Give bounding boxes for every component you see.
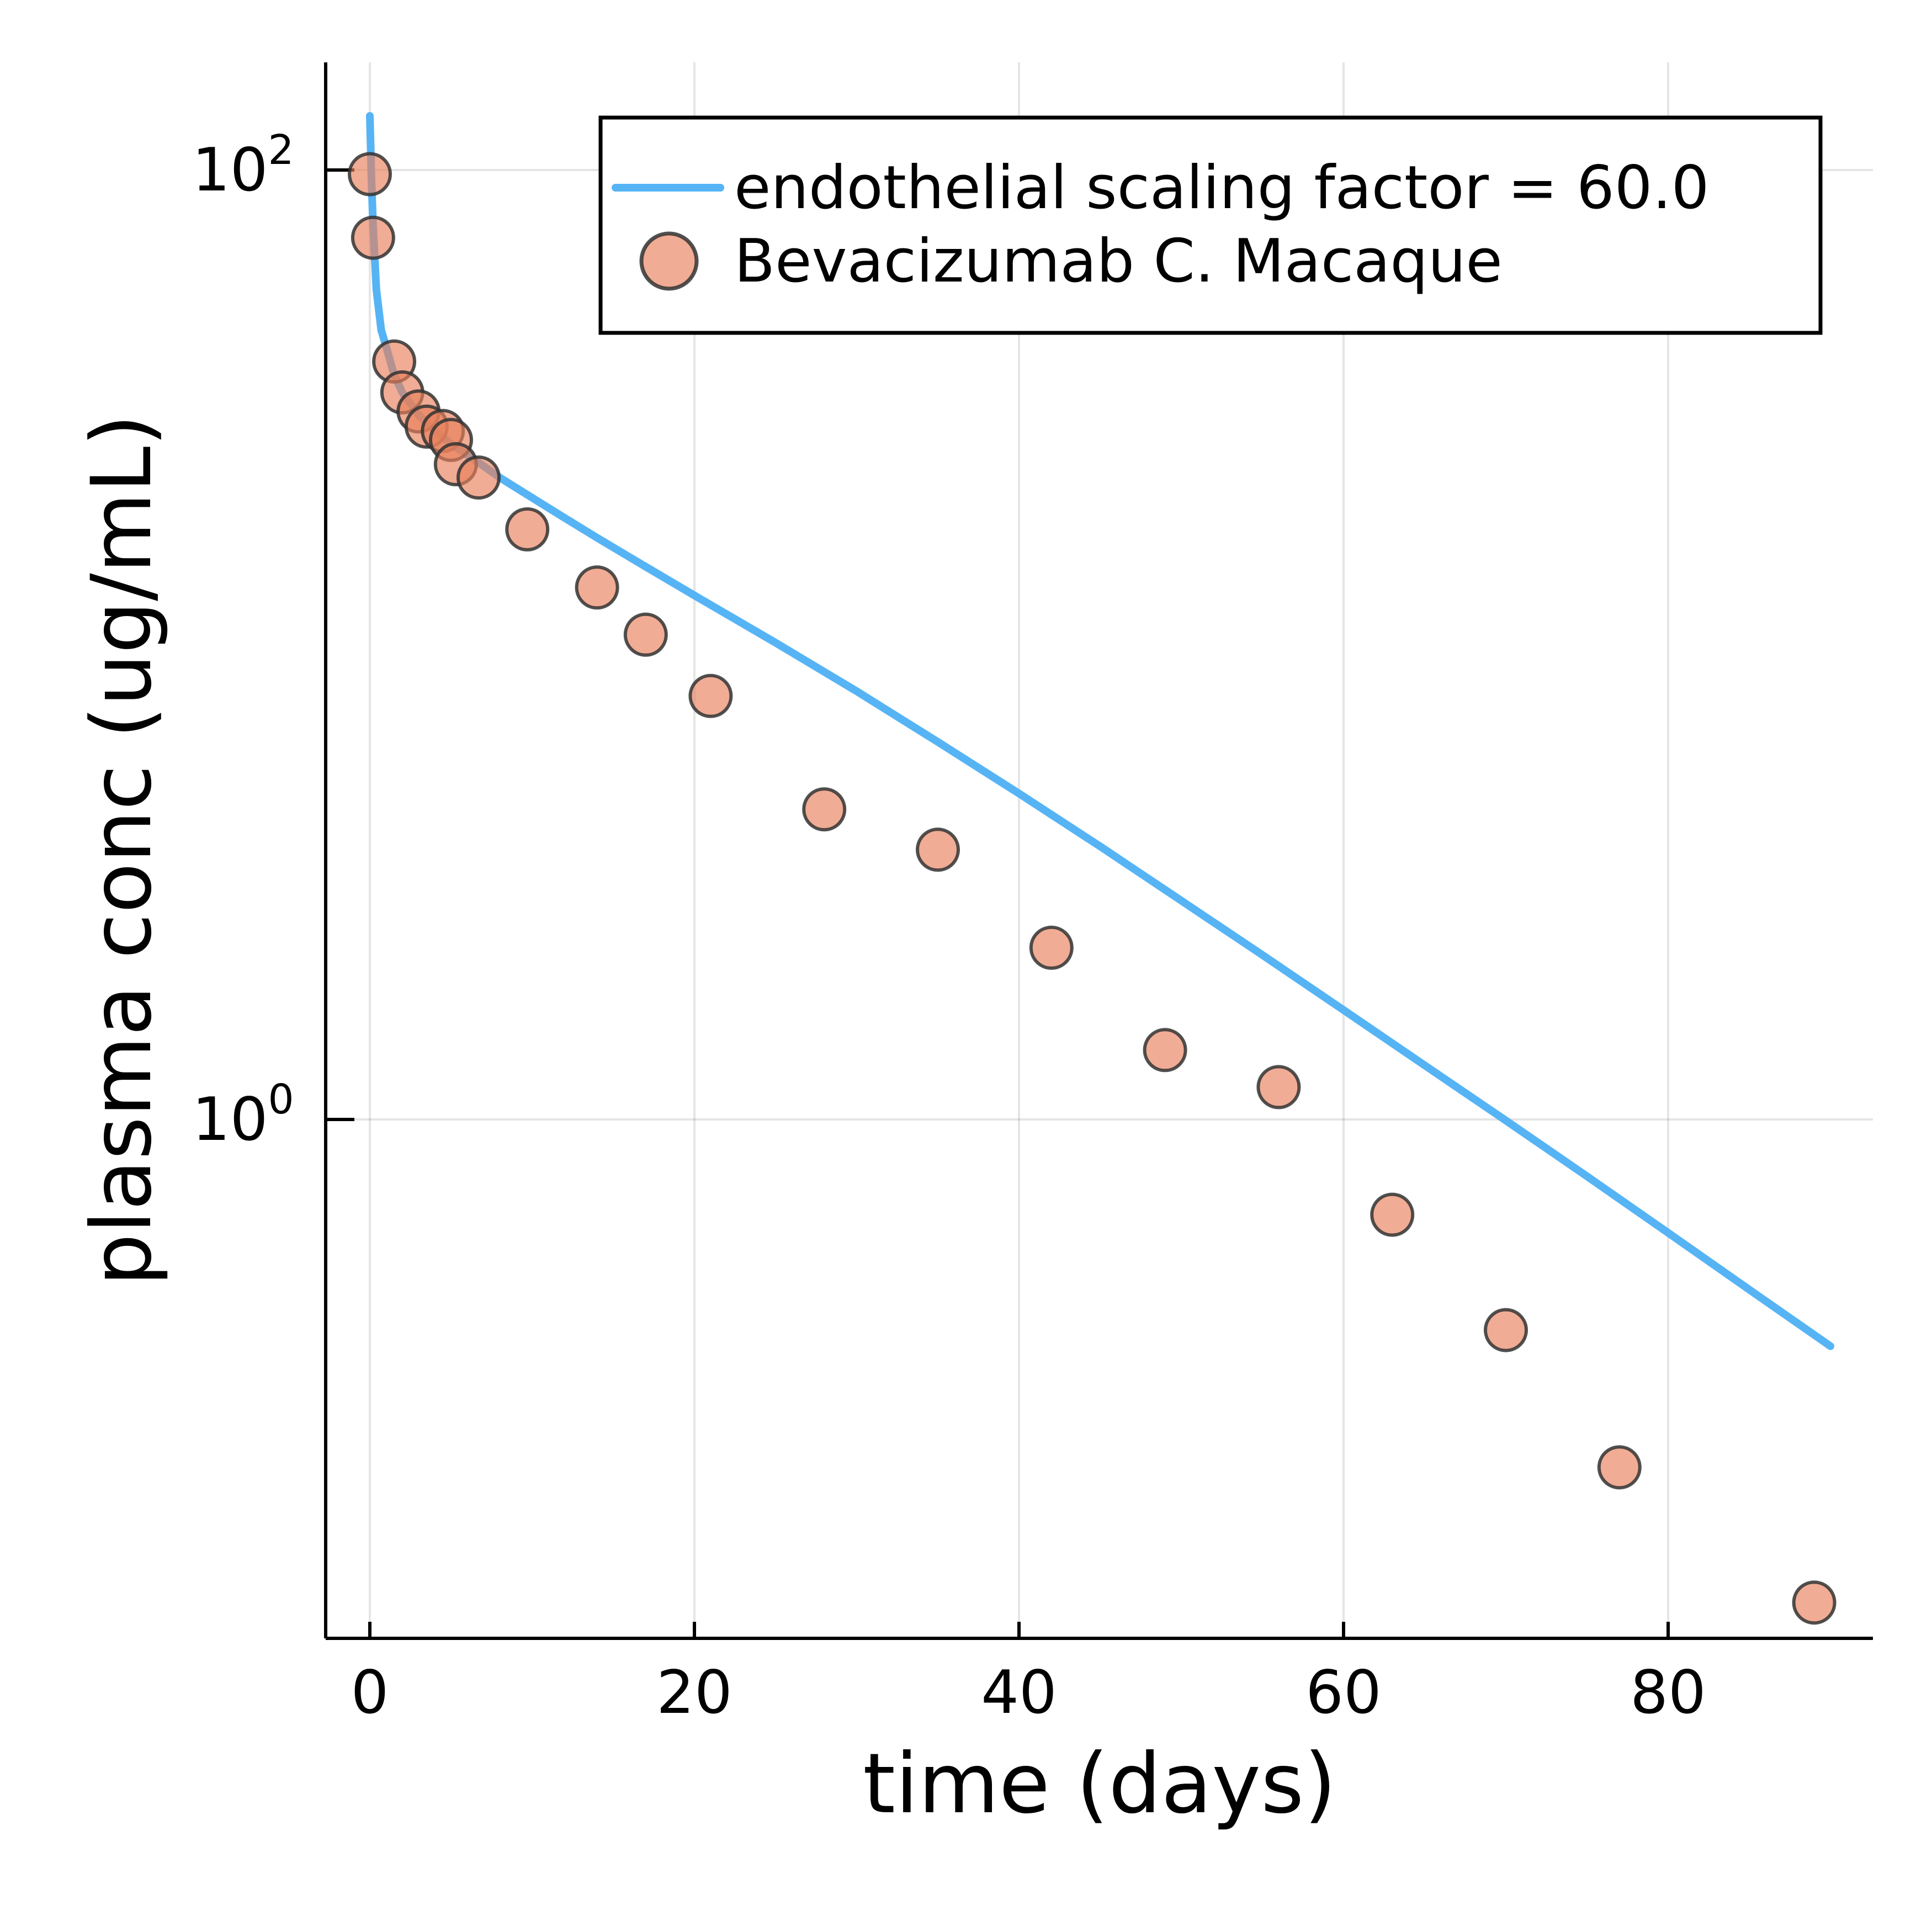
data-point	[1256, 1065, 1301, 1110]
data-point	[1597, 1445, 1642, 1490]
y-tick-exponent: 2	[268, 126, 294, 174]
data-point	[623, 612, 668, 657]
x-tick-label: 40	[981, 1658, 1057, 1727]
data-point	[802, 787, 847, 832]
legend-marker-swatch	[639, 231, 699, 291]
x-axis-label: time (days)	[863, 1736, 1336, 1832]
legend: endothelial scaling factor = 60.0 Bevaci…	[598, 115, 1823, 335]
data-point	[1484, 1308, 1528, 1352]
x-tick-label: 60	[1305, 1658, 1381, 1727]
data-point	[688, 673, 733, 718]
x-tick-label: 80	[1630, 1658, 1706, 1727]
series	[348, 112, 1837, 1625]
legend-label-model: endothelial scaling factor = 60.0	[734, 153, 1710, 222]
data-point	[575, 565, 619, 610]
legend-box	[598, 115, 1823, 335]
legend-label-data: Bevacizumab C. Macaque	[734, 227, 1503, 296]
y-tick-label: 102	[192, 126, 294, 205]
data-point	[1143, 1028, 1187, 1073]
model-curve	[366, 112, 1834, 1350]
y-tick-label: 100	[192, 1076, 294, 1154]
data-point	[505, 507, 550, 551]
y-tick-base: 10	[192, 136, 268, 205]
data-point	[1029, 925, 1074, 970]
x-tick-label: 20	[656, 1658, 732, 1727]
data-point	[457, 455, 501, 500]
y-tick-exponent: 0	[268, 1076, 294, 1123]
y-axis-label: plasma conc (ug/mL)	[74, 414, 170, 1286]
data-point	[348, 152, 392, 197]
data-point	[1370, 1192, 1415, 1237]
data-point	[351, 215, 395, 260]
x-tick-label: 0	[351, 1658, 389, 1727]
axes	[324, 62, 1873, 1640]
y-tick-base: 10	[192, 1085, 268, 1154]
data-point	[1792, 1580, 1837, 1625]
data-point	[916, 827, 960, 872]
